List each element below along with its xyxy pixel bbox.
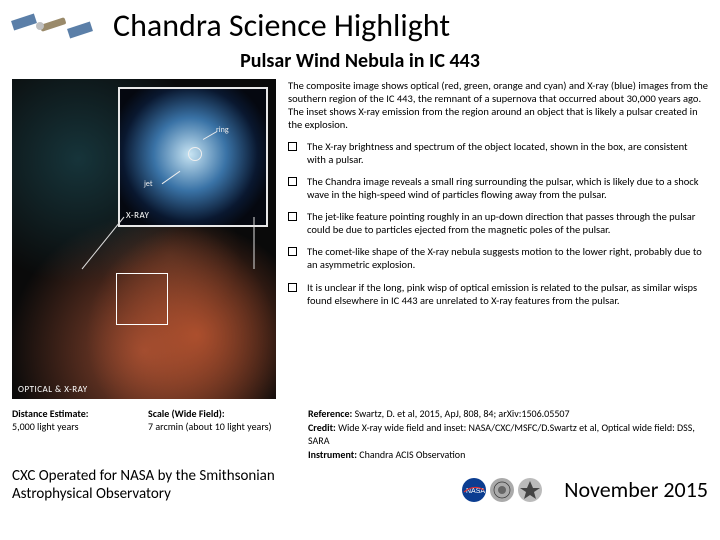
scale-value: 7 arcmin (about 10 light years) xyxy=(148,420,272,433)
agency-logos: NASA xyxy=(462,478,542,502)
bullet-icon xyxy=(288,177,297,186)
chandra-satellite-icon xyxy=(10,7,95,45)
reference-label: Reference: xyxy=(308,407,352,420)
sao-logo-icon xyxy=(490,478,514,502)
bullet-icon xyxy=(288,142,297,151)
composite-image: ring jet X-RAY OPTICAL & X-RAY xyxy=(12,79,276,399)
list-item: The jet-like feature pointing roughly in… xyxy=(288,210,708,236)
bullet-text: The X-ray brightness and spectrum of the… xyxy=(307,140,708,166)
distance-block: Distance Estimate: 5,000 light years xyxy=(12,407,148,461)
ring-label: ring xyxy=(216,125,229,135)
list-item: The Chandra image reveals a small ring s… xyxy=(288,175,708,201)
bullet-text: The comet-like shape of the X-ray nebula… xyxy=(307,245,708,271)
scale-block: Scale (Wide Field): 7 arcmin (about 10 l… xyxy=(148,407,304,461)
scale-label: Scale (Wide Field): xyxy=(148,407,304,420)
partner-logo-icon xyxy=(518,478,542,502)
main-content: ring jet X-RAY OPTICAL & X-RAY The compo… xyxy=(0,79,720,399)
operated-by-text: CXC Operated for NASA by the Smithsonian… xyxy=(12,467,312,503)
intro-paragraph: The composite image shows optical (red, … xyxy=(288,79,708,132)
header: Chandra Science Highlight xyxy=(0,0,720,45)
list-item: The X-ray brightness and spectrum of the… xyxy=(288,140,708,166)
credit-value: Wide X-ray wide field and inset: NASA/CX… xyxy=(308,421,695,448)
jet-label: jet xyxy=(144,179,153,189)
distance-value: 5,000 light years xyxy=(12,420,79,433)
reference-block: Reference: Swartz, D. et al, 2015, ApJ, … xyxy=(304,407,708,461)
list-item: It is unclear if the long, pink wisp of … xyxy=(288,281,708,307)
list-item: The comet-like shape of the X-ray nebula… xyxy=(288,245,708,271)
instrument-label: Instrument: xyxy=(308,448,357,461)
credit-label: Credit: xyxy=(308,421,336,434)
bullet-icon xyxy=(288,283,297,292)
bullet-icon xyxy=(288,247,297,256)
xray-inset-image: ring jet X-RAY xyxy=(118,87,268,227)
page-subtitle: Pulsar Wind Nebula in IC 443 xyxy=(0,49,720,73)
bullet-text: The Chandra image reveals a small ring s… xyxy=(307,175,708,201)
distance-label: Distance Estimate: xyxy=(12,407,148,420)
instrument-value: Chandra ACIS Observation xyxy=(359,448,465,461)
bullet-text: It is unclear if the long, pink wisp of … xyxy=(307,281,708,307)
publication-date: November 2015 xyxy=(564,476,708,503)
bullet-list: The X-ray brightness and spectrum of the… xyxy=(288,140,708,307)
optical-label: OPTICAL & X-RAY xyxy=(18,384,88,395)
text-panel: The composite image shows optical (red, … xyxy=(276,79,708,399)
nasa-logo-icon: NASA xyxy=(462,478,486,502)
reference-value: Swartz, D. et al, 2015, ApJ, 808, 84; ar… xyxy=(355,407,570,420)
bullet-icon xyxy=(288,212,297,221)
footer: CXC Operated for NASA by the Smithsonian… xyxy=(0,461,720,503)
bullet-text: The jet-like feature pointing roughly in… xyxy=(307,210,708,236)
page-title: Chandra Science Highlight xyxy=(113,6,450,45)
facts-row: Distance Estimate: 5,000 light years Sca… xyxy=(0,399,720,461)
